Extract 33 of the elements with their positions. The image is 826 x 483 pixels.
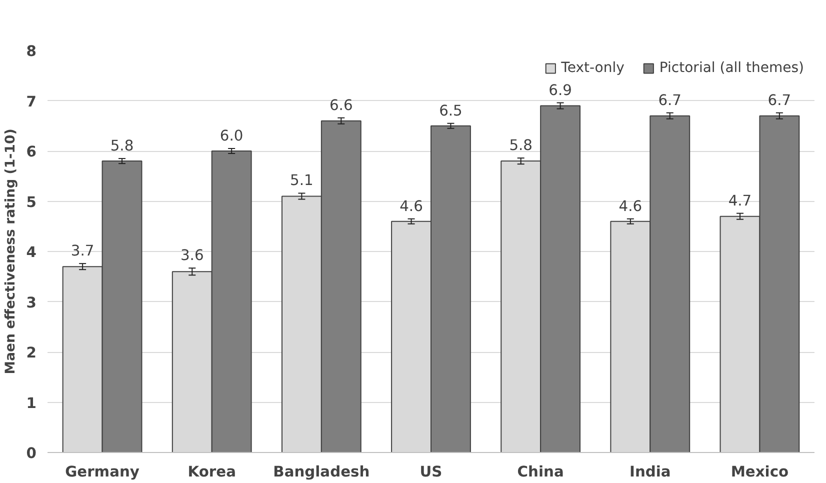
y-tick-label: 7 xyxy=(26,93,37,110)
data-label: 4.6 xyxy=(618,198,642,215)
y-tick-label: 3 xyxy=(26,294,37,312)
x-tick-label: China xyxy=(517,464,564,480)
data-label: 3.7 xyxy=(70,242,94,260)
y-tick-label: 5 xyxy=(26,194,37,211)
y-tick-label: 0 xyxy=(26,445,37,462)
y-axis-title: Maen effectiveness rating (1-10) xyxy=(3,128,18,374)
data-label: 6.6 xyxy=(329,96,353,114)
data-label: 6.7 xyxy=(768,92,792,109)
data-label: 5.8 xyxy=(509,137,533,154)
data-label: 6.5 xyxy=(439,102,462,120)
legend-label: Pictorial (all themes) xyxy=(659,60,804,76)
data-label: 5.1 xyxy=(290,172,314,190)
data-label: 4.6 xyxy=(400,198,423,215)
x-tick-label: Korea xyxy=(188,464,236,480)
data-label: 3.6 xyxy=(180,247,204,264)
y-tick-label: 8 xyxy=(26,43,37,60)
y-tick-label: 1 xyxy=(26,394,37,412)
y-tick-label: 6 xyxy=(26,144,37,160)
data-label: 6.7 xyxy=(658,92,682,109)
x-tick-label: Bangladesh xyxy=(273,464,370,480)
x-tick-label: India xyxy=(629,464,671,480)
data-label: 5.8 xyxy=(110,138,134,155)
y-tick-label: 2 xyxy=(26,344,37,362)
data-label: 6.0 xyxy=(220,127,244,144)
data-label: 4.7 xyxy=(728,192,752,210)
x-tick-label: Mexico xyxy=(730,464,789,480)
data-label: 6.9 xyxy=(548,82,572,99)
legend-label: Text-only xyxy=(561,60,624,76)
x-tick-label: US xyxy=(420,464,442,480)
x-tick-label: Germany xyxy=(65,464,140,480)
y-tick-label: 4 xyxy=(26,244,37,261)
